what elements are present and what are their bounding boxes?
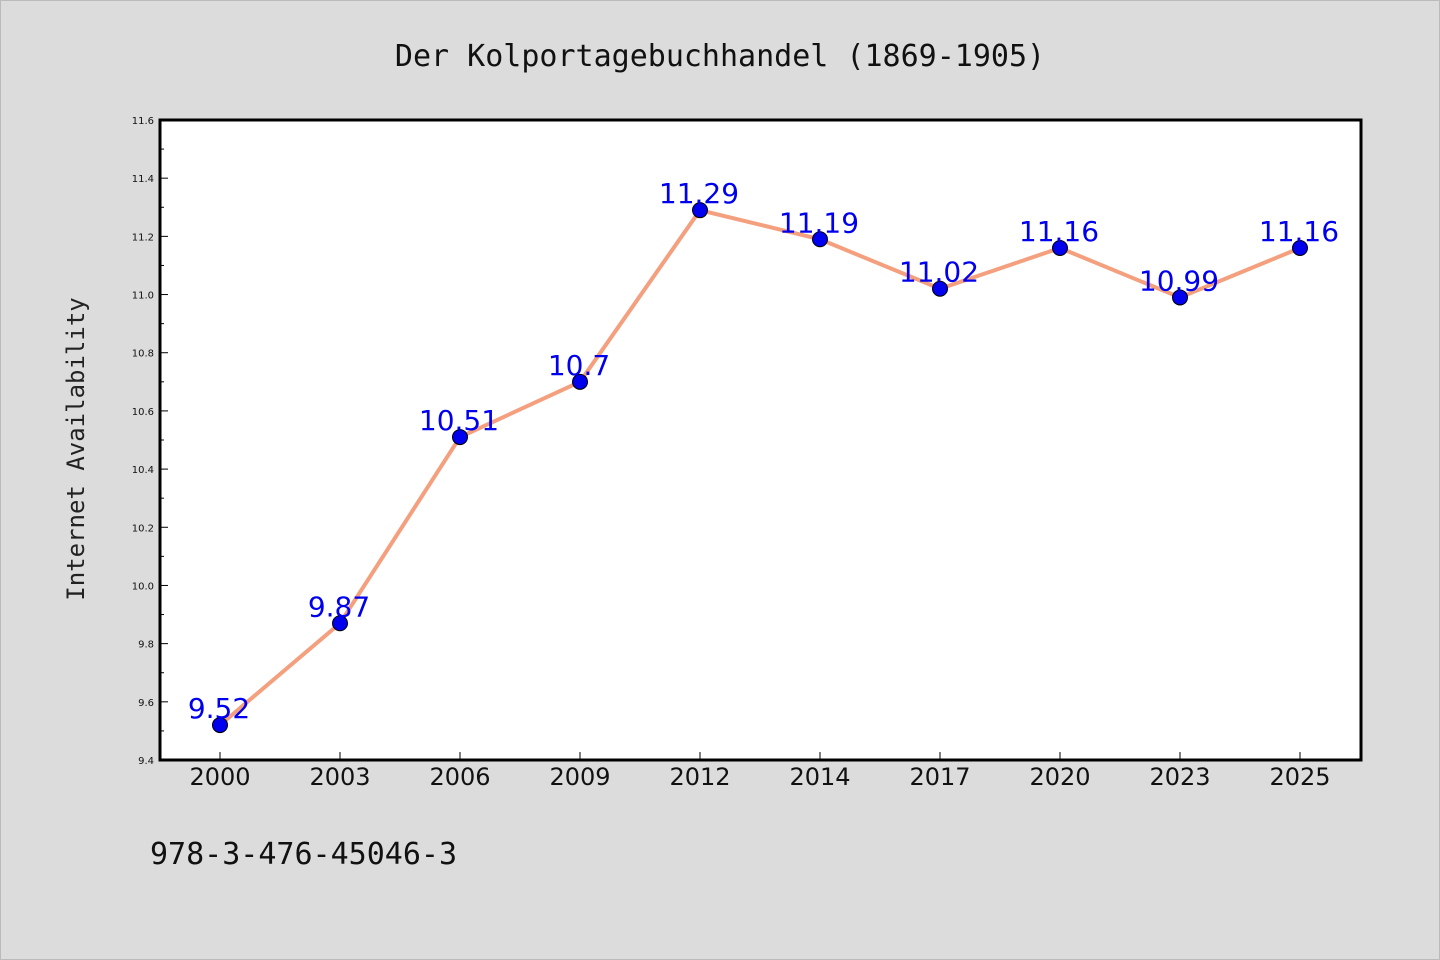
chart-title: Der Kolportagebuchhandel (1869-1905) xyxy=(395,39,1045,74)
data-label: 11.02 xyxy=(899,256,979,289)
y-tick-label: 11.0 xyxy=(132,291,154,302)
y-tick-label: 10.8 xyxy=(132,349,154,360)
data-label: 11.16 xyxy=(1259,215,1339,248)
x-tick-label: 2012 xyxy=(669,763,730,791)
x-tick-label: 2023 xyxy=(1149,763,1210,791)
y-tick-label: 11.6 xyxy=(132,116,154,127)
y-tick-label: 10.4 xyxy=(132,465,154,476)
data-point xyxy=(332,615,348,632)
data-point xyxy=(452,429,468,446)
data-point xyxy=(1172,289,1188,306)
x-tick-label: 2014 xyxy=(789,763,850,791)
plot-frame xyxy=(158,118,1363,762)
series-line xyxy=(218,208,1302,728)
x-tick-label: 2009 xyxy=(549,763,610,791)
y-tick-label: 9.4 xyxy=(138,756,154,767)
data-point xyxy=(812,231,828,248)
y-tick-label: 11.4 xyxy=(132,174,154,185)
series-layer: 9.52 9.87 10.51 10.7 11.29 11.19 11.02 11.16 10.… xyxy=(188,177,1339,734)
data-point xyxy=(212,717,228,734)
y-tick-label: 10.0 xyxy=(132,581,154,592)
y-tick-label: 9.8 xyxy=(138,640,154,651)
data-label: 10.99 xyxy=(1139,264,1219,297)
data-point xyxy=(692,202,708,219)
plot-area xyxy=(160,120,1361,760)
y-tick-label: 9.6 xyxy=(138,698,154,709)
data-label: 10.7 xyxy=(548,349,610,382)
x-tick-label: 2000 xyxy=(189,763,250,791)
data-label: 9.52 xyxy=(188,692,250,725)
y-axis: 9.4 9.6 9.8 10.0 10.2 10.4 10.6 10.8 11.0 11.2 11.… xyxy=(132,116,168,767)
x-tick-label: 2020 xyxy=(1029,763,1090,791)
x-axis: 2000 2003 2006 2009 2012 2014 2017 2020 2023 2025 xyxy=(189,752,1331,791)
y-tick-label: 10.2 xyxy=(132,523,154,534)
data-label: 11.19 xyxy=(779,206,859,239)
x-tick-label: 2003 xyxy=(309,763,370,791)
y-tick-label: 10.6 xyxy=(132,407,154,418)
x-tick-label: 2006 xyxy=(429,763,490,791)
data-point xyxy=(1052,240,1068,256)
y-tick-label: 11.2 xyxy=(132,232,154,243)
data-label: 10.51 xyxy=(419,404,499,437)
isbn-footnote: 978-3-476-45046-3 xyxy=(150,837,457,872)
data-point xyxy=(932,280,948,297)
data-label: 11.29 xyxy=(659,177,739,210)
x-tick-label: 2017 xyxy=(909,763,970,791)
data-label: 9.87 xyxy=(308,590,370,623)
data-point xyxy=(572,373,588,390)
data-point xyxy=(1292,240,1308,256)
x-tick-label: 2025 xyxy=(1269,763,1330,791)
y-axis-label: Internet Availability xyxy=(62,297,90,600)
data-label: 11.16 xyxy=(1019,215,1099,248)
